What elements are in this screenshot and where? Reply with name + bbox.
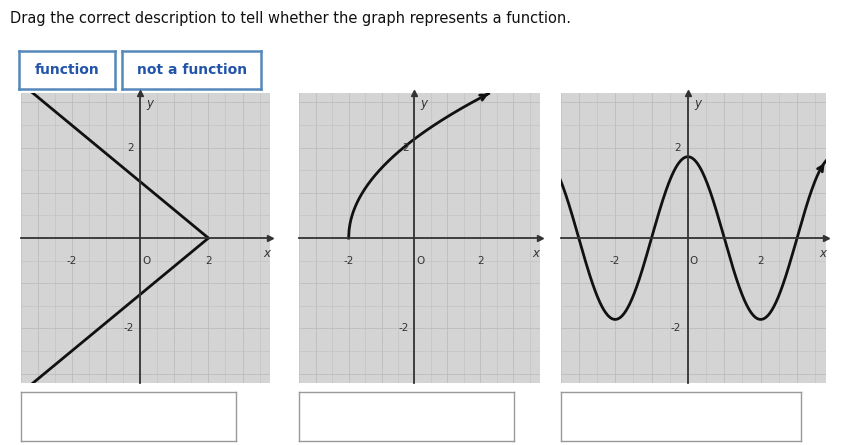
- Text: function: function: [35, 63, 99, 77]
- Text: 2: 2: [402, 143, 409, 153]
- Text: O: O: [416, 256, 424, 266]
- Text: 2: 2: [674, 143, 681, 153]
- Text: -2: -2: [398, 324, 409, 333]
- Text: 2: 2: [757, 256, 764, 266]
- Text: -2: -2: [343, 256, 354, 266]
- Text: -2: -2: [610, 256, 620, 266]
- Text: 2: 2: [205, 256, 212, 266]
- Text: 2: 2: [127, 143, 134, 153]
- Text: y: y: [421, 97, 427, 110]
- Text: y: y: [147, 97, 153, 110]
- Text: O: O: [690, 256, 698, 266]
- Text: x: x: [263, 247, 270, 260]
- Text: -2: -2: [124, 324, 134, 333]
- Text: y: y: [695, 97, 701, 110]
- Text: 2: 2: [477, 256, 484, 266]
- Text: O: O: [142, 256, 150, 266]
- Text: -2: -2: [671, 324, 681, 333]
- Text: x: x: [533, 247, 540, 260]
- Text: not a function: not a function: [137, 63, 247, 77]
- Text: Drag the correct description to tell whether the graph represents a function.: Drag the correct description to tell whe…: [10, 11, 571, 26]
- Text: x: x: [819, 247, 826, 260]
- Text: -2: -2: [67, 256, 78, 266]
